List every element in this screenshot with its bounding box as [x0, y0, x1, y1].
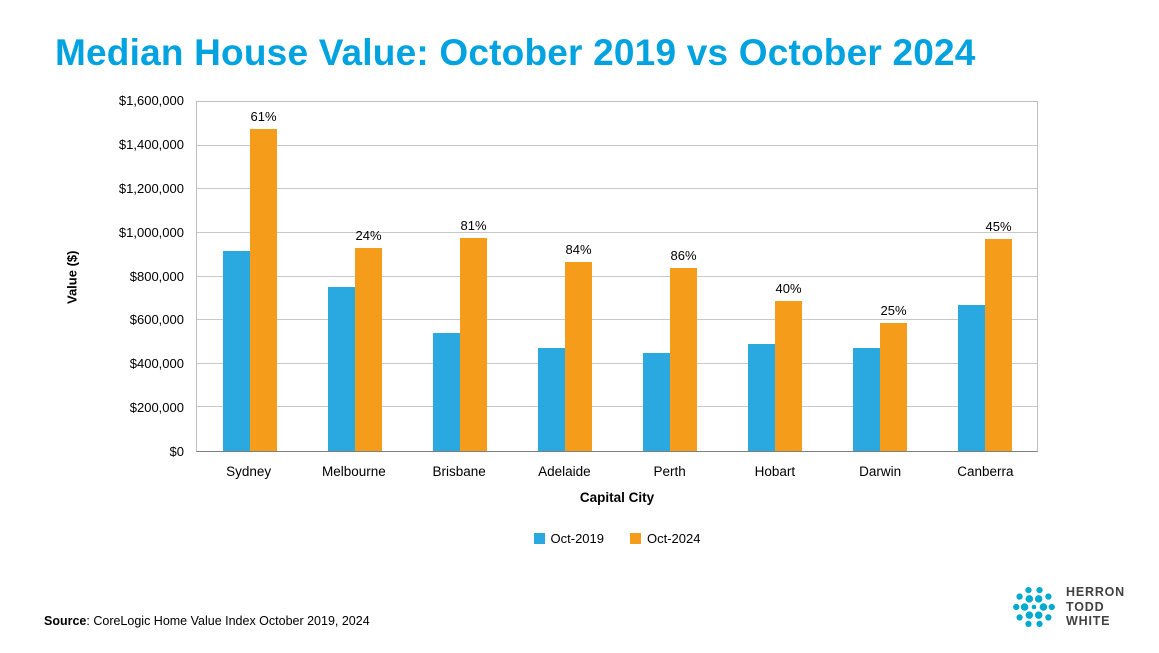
gridline — [197, 406, 1037, 408]
growth-percent-label: 86% — [670, 248, 697, 264]
bar-oct-2024-adelaide — [564, 262, 592, 451]
bar-oct-2019-canberra — [957, 304, 985, 451]
y-tick-label: $1,400,000 — [118, 136, 184, 152]
logo-text: HERRON TODD WHITE — [1066, 585, 1125, 629]
plot-area: 61% 24% 81% 84% 86% 40% 25% 45% — [196, 101, 1038, 452]
legend-swatch — [630, 533, 641, 544]
y-tick-label: $1,600,000 — [118, 93, 184, 108]
bar-groups: 61% 24% 81% 84% 86% 40% 25% 45% — [197, 102, 1037, 451]
x-category-label: Hobart — [754, 464, 796, 479]
legend-item-oct-2024: Oct-2024 — [630, 531, 700, 546]
x-category-label: Perth — [653, 464, 686, 479]
gridline — [197, 362, 1037, 364]
y-tick-label: $600,000 — [129, 312, 184, 328]
y-axis: $0 $200,000 $400,000 $600,000 $800,000 $1,000… — [88, 93, 190, 459]
bar-oct-2024-hobart — [774, 301, 802, 451]
bar-oct-2019-melbourne — [327, 287, 355, 451]
logo-line-2: TODD — [1066, 599, 1105, 614]
x-category-label: Melbourne — [321, 464, 386, 479]
x-category-label: Sydney — [226, 464, 272, 479]
gridline — [197, 275, 1037, 277]
bar-group-adelaide: 84% — [512, 102, 617, 451]
source-text: : CoreLogic Home Value Index October 201… — [86, 614, 370, 628]
bar-oct-2019-adelaide — [537, 348, 565, 451]
bar-group-canberra: 45% — [932, 102, 1037, 451]
bar-oct-2024-canberra — [984, 238, 1012, 451]
legend-swatch — [533, 533, 545, 544]
bar-group-hobart: 40% — [722, 102, 827, 451]
gridline — [197, 231, 1037, 233]
y-tick-label: $1,000,000 — [118, 224, 184, 240]
bar-group-sydney: 61% — [197, 102, 302, 451]
y-tick-label: $0 — [169, 444, 184, 459]
y-tick-label: $800,000 — [129, 268, 184, 284]
x-category-label: Canberra — [957, 464, 1014, 479]
x-axis-title: Capital City — [579, 490, 655, 505]
growth-percent-label: 45% — [985, 218, 1012, 234]
bar-oct-2019-brisbane — [432, 333, 460, 451]
y-tick-label: $200,000 — [129, 400, 184, 416]
y-tick-label: $400,000 — [129, 356, 184, 372]
bar-oct-2024-sydney — [249, 129, 277, 451]
growth-percent-label: 81% — [460, 217, 487, 233]
bar-group-melbourne: 24% — [302, 102, 407, 451]
source-note: Source: CoreLogic Home Value Index Octob… — [44, 614, 370, 628]
chart-title: Median House Value: October 2019 vs Octo… — [55, 32, 976, 73]
growth-percent-label: 40% — [775, 281, 802, 297]
bar-group-darwin: 25% — [827, 102, 932, 451]
growth-percent-label: 25% — [880, 302, 907, 318]
gridline — [197, 144, 1037, 146]
source-label: Source — [44, 614, 87, 628]
gridline — [197, 188, 1037, 190]
y-tick-label: $1,200,000 — [118, 180, 184, 196]
bar-oct-2019-darwin — [852, 348, 880, 451]
bar-oct-2024-perth — [669, 268, 697, 451]
growth-percent-label: 24% — [355, 228, 382, 244]
legend: Oct-2019 Oct-2024 — [196, 531, 1038, 546]
bar-group-brisbane: 81% — [407, 102, 512, 451]
herron-todd-white-logo: HERRON TODD WHITE — [1011, 583, 1125, 631]
bar-oct-2024-melbourne — [354, 248, 382, 451]
legend-item-oct-2019: Oct-2019 — [533, 531, 604, 546]
logo-dots-icon — [1013, 586, 1055, 628]
growth-percent-label: 84% — [565, 242, 592, 258]
bar-oct-2019-hobart — [747, 344, 775, 451]
x-category-label: Brisbane — [432, 464, 486, 479]
growth-percent-label: 61% — [250, 109, 277, 125]
bar-oct-2019-perth — [642, 352, 670, 451]
bar-oct-2024-darwin — [879, 322, 907, 451]
legend-label: Oct-2024 — [647, 531, 701, 546]
logo-line-1: HERRON — [1066, 584, 1125, 599]
x-category-label: Darwin — [859, 464, 902, 479]
bar-oct-2024-brisbane — [459, 237, 487, 451]
legend-label: Oct-2019 — [550, 531, 604, 546]
x-axis: Sydney Melbourne Brisbane Adelaide Perth Hoba… — [196, 464, 1038, 479]
y-axis-title: Value ($) — [64, 250, 80, 304]
bar-oct-2019-sydney — [222, 251, 250, 451]
x-category-label: Adelaide — [538, 464, 591, 479]
gridline — [197, 319, 1037, 321]
bar-group-perth: 86% — [617, 102, 722, 451]
logo-line-3: WHITE — [1066, 614, 1111, 629]
